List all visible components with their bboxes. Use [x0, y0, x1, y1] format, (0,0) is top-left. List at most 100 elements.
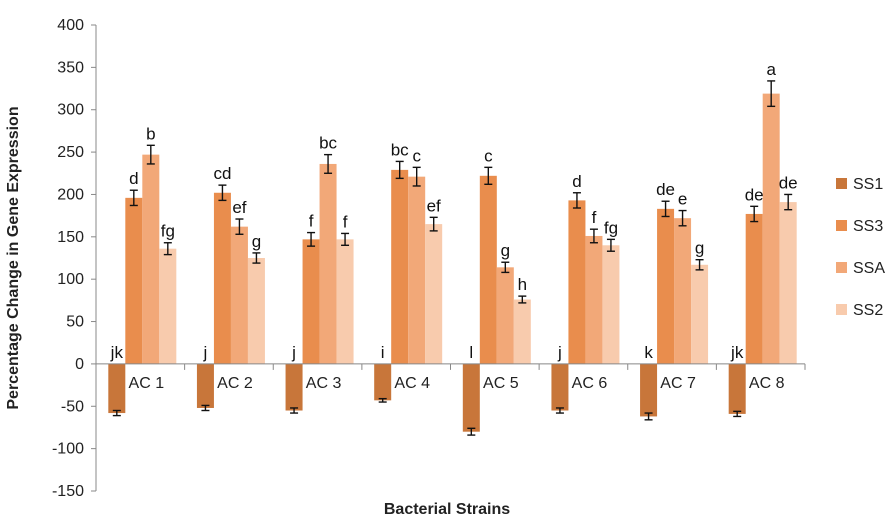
- significance-label: j: [557, 343, 562, 362]
- x-category-label: AC 7: [660, 375, 696, 392]
- bar-ss2: [425, 224, 443, 364]
- x-category-label: AC 2: [217, 375, 253, 392]
- y-tick-label: 200: [57, 186, 84, 203]
- significance-label: i: [381, 343, 385, 362]
- significance-label: a: [766, 60, 776, 79]
- bar-ssa: [585, 235, 603, 364]
- significance-label: bc: [391, 140, 409, 159]
- y-tick-label: 100: [57, 271, 84, 288]
- bar-ss2: [513, 299, 531, 364]
- error-bars: [112, 80, 793, 436]
- significance-label: cd: [213, 164, 231, 183]
- axes: [95, 25, 806, 491]
- x-category-label: AC 3: [306, 375, 342, 392]
- significance-label: f: [309, 212, 314, 231]
- significance-label: j: [291, 343, 296, 362]
- significance-label: l: [469, 343, 473, 362]
- significance-label: jk: [110, 343, 124, 362]
- y-axis-ticks: -150 -100 -50 0 50 100 150 200 250 300 350 400: [52, 17, 96, 500]
- x-category-label: AC 4: [394, 375, 430, 392]
- significance-label: de: [656, 180, 675, 199]
- significance-label: ef: [232, 198, 246, 217]
- significance-label: k: [644, 343, 653, 362]
- legend-swatch: [836, 220, 847, 231]
- bar-ssa: [674, 218, 692, 364]
- significance-label: g: [252, 232, 261, 251]
- bar-ss1: [640, 363, 658, 417]
- bar-ss3: [391, 169, 409, 364]
- bar-ss3: [745, 213, 763, 364]
- legend: SS1 SS3 SSA SS2: [836, 176, 885, 319]
- legend-label: SS3: [853, 218, 883, 235]
- significance-label: de: [745, 185, 764, 204]
- bar-ssa: [762, 93, 780, 364]
- bar-ss3: [479, 175, 497, 364]
- x-axis-title: Bacterial Strains: [384, 501, 510, 518]
- bar-ssa: [408, 176, 426, 364]
- significance-label: de: [779, 173, 798, 192]
- significance-label: ef: [427, 196, 441, 215]
- significance-label: g: [501, 241, 510, 260]
- bar-ss1: [551, 363, 569, 411]
- x-category-labels: AC 1 AC 2 AC 3 AC 4 AC 5 AC 6 AC 7 AC 8: [129, 375, 785, 392]
- bar-ss3: [125, 197, 143, 364]
- x-category-label: AC 8: [749, 375, 785, 392]
- bar-marks: [108, 93, 797, 432]
- bar-ss1: [374, 363, 392, 401]
- y-tick-label: -100: [52, 441, 84, 458]
- significance-label: jk: [730, 343, 744, 362]
- y-tick-label: 150: [57, 229, 84, 246]
- bar-ssa: [230, 226, 248, 364]
- significance-label: fg: [161, 222, 175, 241]
- significance-label: j: [203, 343, 208, 362]
- bar-ss1: [285, 363, 303, 411]
- bar-ss2: [336, 239, 354, 364]
- significance-label: h: [518, 275, 527, 294]
- significance-label: c: [484, 146, 493, 165]
- significance-label: b: [146, 124, 155, 143]
- x-category-label: AC 1: [129, 375, 165, 392]
- bar-ss2: [602, 245, 620, 364]
- significance-label: f: [343, 212, 348, 231]
- bar-ss2: [247, 258, 265, 364]
- bar-ssa: [319, 163, 337, 364]
- bar-ss2: [691, 264, 709, 364]
- legend-swatch: [836, 262, 847, 273]
- significance-label: d: [572, 172, 581, 191]
- y-tick-label: -150: [52, 483, 84, 500]
- y-tick-label: 250: [57, 144, 84, 161]
- significance-label: c: [412, 146, 421, 165]
- significance-label: g: [695, 239, 704, 258]
- significance-label: fg: [604, 218, 618, 237]
- bar-ss3: [657, 208, 675, 364]
- y-tick-label: 0: [75, 356, 84, 373]
- legend-label: SS2: [853, 302, 883, 319]
- y-tick-label: 350: [57, 59, 84, 76]
- significance-label: f: [592, 208, 597, 227]
- bar-ss3: [213, 192, 231, 364]
- bar-ss1: [728, 363, 746, 414]
- significance-label: e: [678, 190, 687, 209]
- y-axis-title: Percentage Change in Gene Expression: [5, 106, 22, 409]
- bar-ss2: [779, 202, 797, 364]
- bar-ss3: [302, 239, 320, 364]
- bar-ssa: [142, 154, 160, 364]
- bar-ss1: [196, 363, 214, 408]
- x-category-label: AC 5: [483, 375, 519, 392]
- y-tick-label: 300: [57, 102, 84, 119]
- bar-ss3: [568, 200, 586, 364]
- legend-label: SSA: [853, 260, 885, 277]
- legend-swatch: [836, 304, 847, 315]
- significance-label: d: [129, 169, 138, 188]
- bar-ss2: [159, 248, 177, 364]
- y-tick-label: 400: [57, 17, 84, 34]
- legend-swatch: [836, 178, 847, 189]
- x-category-label: AC 6: [572, 375, 608, 392]
- legend-label: SS1: [853, 176, 883, 193]
- y-tick-label: 50: [66, 314, 84, 331]
- bar-ss1: [462, 363, 480, 432]
- y-tick-label: -50: [61, 398, 84, 415]
